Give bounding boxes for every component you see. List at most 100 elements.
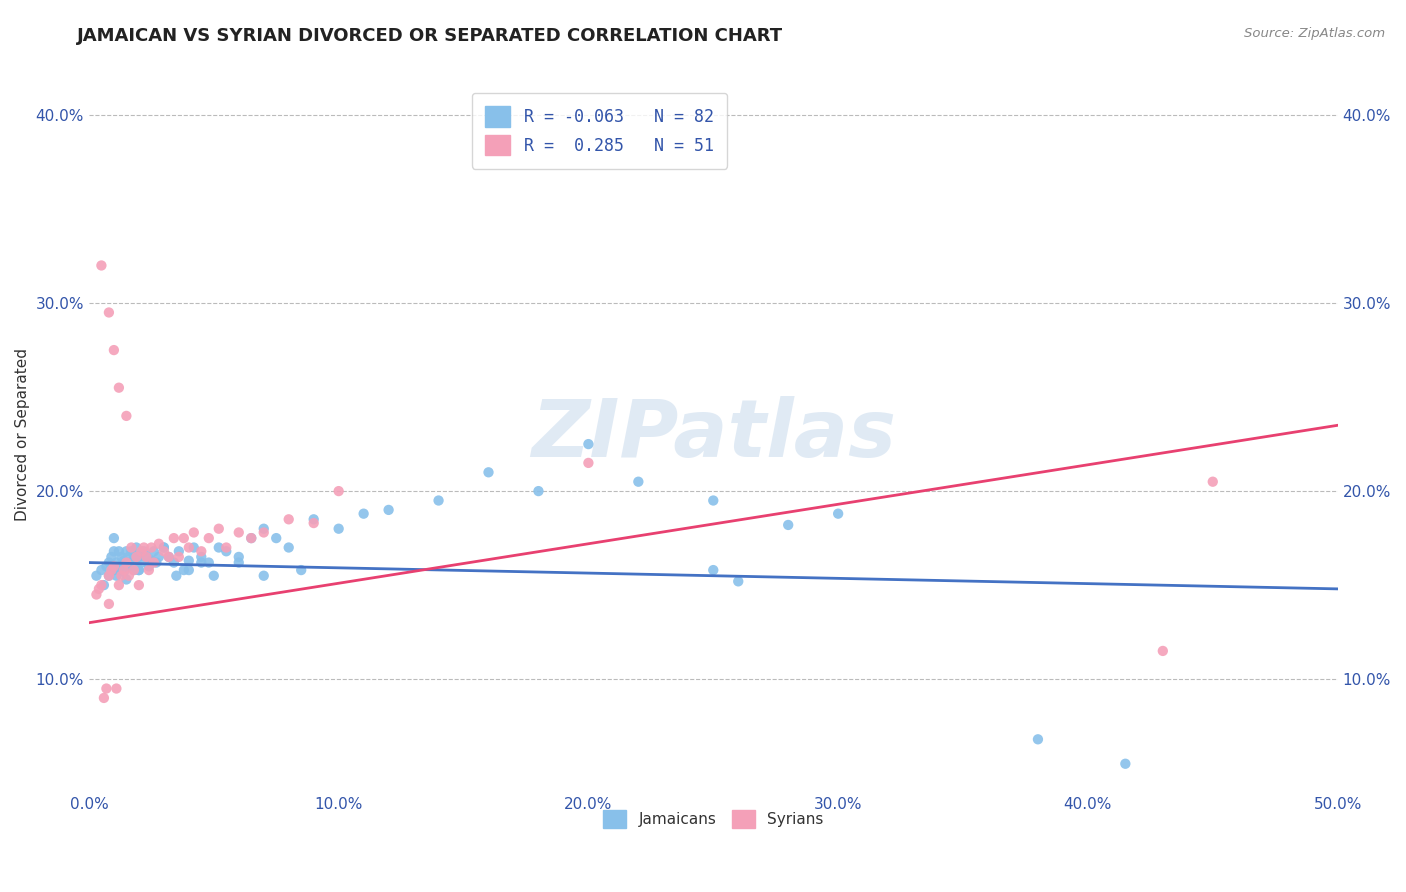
Point xyxy=(702,493,724,508)
Point xyxy=(153,541,176,555)
Point xyxy=(153,541,176,555)
Point xyxy=(138,563,160,577)
Point xyxy=(208,522,231,536)
Point xyxy=(115,559,138,574)
Point xyxy=(112,554,135,568)
Point xyxy=(228,549,250,564)
Point xyxy=(120,544,142,558)
Point xyxy=(96,681,118,696)
Point xyxy=(148,537,170,551)
Point xyxy=(96,559,118,574)
Point xyxy=(228,525,250,540)
Point xyxy=(157,549,180,564)
Point xyxy=(190,556,212,570)
Point xyxy=(165,568,187,582)
Point xyxy=(120,541,142,555)
Point xyxy=(97,568,120,582)
Point xyxy=(576,456,599,470)
Legend: Jamaicans, Syrians: Jamaicans, Syrians xyxy=(598,804,830,834)
Point xyxy=(253,522,276,536)
Point xyxy=(778,518,800,533)
Point xyxy=(112,565,135,579)
Point xyxy=(105,568,128,582)
Point xyxy=(163,531,186,545)
Point xyxy=(97,568,120,582)
Point xyxy=(576,437,599,451)
Point xyxy=(125,541,148,555)
Point xyxy=(145,556,167,570)
Point xyxy=(527,484,550,499)
Point xyxy=(827,507,849,521)
Point xyxy=(183,541,205,555)
Point xyxy=(328,484,350,499)
Point xyxy=(353,507,375,521)
Point xyxy=(142,544,165,558)
Point xyxy=(86,568,108,582)
Point xyxy=(108,578,131,592)
Point xyxy=(120,556,142,570)
Point xyxy=(97,597,120,611)
Point xyxy=(110,568,132,582)
Point xyxy=(108,544,131,558)
Point xyxy=(103,343,125,357)
Point xyxy=(142,556,165,570)
Point xyxy=(128,549,150,564)
Point xyxy=(110,559,132,574)
Point xyxy=(87,582,110,596)
Text: Source: ZipAtlas.com: Source: ZipAtlas.com xyxy=(1244,27,1385,40)
Point xyxy=(125,559,148,574)
Point xyxy=(240,531,263,545)
Point xyxy=(132,541,155,555)
Point xyxy=(173,531,195,545)
Point xyxy=(153,544,176,558)
Point xyxy=(93,690,115,705)
Point xyxy=(93,578,115,592)
Point xyxy=(97,556,120,570)
Point xyxy=(167,549,190,564)
Text: ZIPatlas: ZIPatlas xyxy=(531,396,896,474)
Point xyxy=(110,549,132,564)
Point xyxy=(100,549,122,564)
Point xyxy=(135,549,157,564)
Point xyxy=(100,559,122,574)
Point xyxy=(215,544,238,558)
Point xyxy=(118,568,141,582)
Point xyxy=(377,503,399,517)
Point xyxy=(100,563,122,577)
Point xyxy=(198,531,221,545)
Point xyxy=(264,531,287,545)
Point xyxy=(198,556,221,570)
Point xyxy=(103,559,125,574)
Point xyxy=(122,549,145,564)
Point xyxy=(131,544,153,558)
Point xyxy=(128,563,150,577)
Point xyxy=(253,568,276,582)
Point xyxy=(173,563,195,577)
Point xyxy=(122,563,145,577)
Point xyxy=(328,522,350,536)
Point xyxy=(177,554,200,568)
Point xyxy=(183,525,205,540)
Point xyxy=(215,541,238,555)
Point xyxy=(167,544,190,558)
Point xyxy=(727,574,749,589)
Point xyxy=(1026,732,1049,747)
Point xyxy=(112,563,135,577)
Point xyxy=(128,563,150,577)
Point xyxy=(135,549,157,564)
Point xyxy=(208,541,231,555)
Point xyxy=(202,568,225,582)
Point xyxy=(477,465,499,479)
Point xyxy=(86,588,108,602)
Point xyxy=(302,516,325,530)
Point xyxy=(228,556,250,570)
Point xyxy=(427,493,450,508)
Point xyxy=(115,409,138,423)
Point xyxy=(157,549,180,564)
Point xyxy=(163,556,186,570)
Point xyxy=(125,549,148,564)
Point xyxy=(105,681,128,696)
Text: JAMAICAN VS SYRIAN DIVORCED OR SEPARATED CORRELATION CHART: JAMAICAN VS SYRIAN DIVORCED OR SEPARATED… xyxy=(77,27,783,45)
Point xyxy=(115,544,138,558)
Point xyxy=(128,578,150,592)
